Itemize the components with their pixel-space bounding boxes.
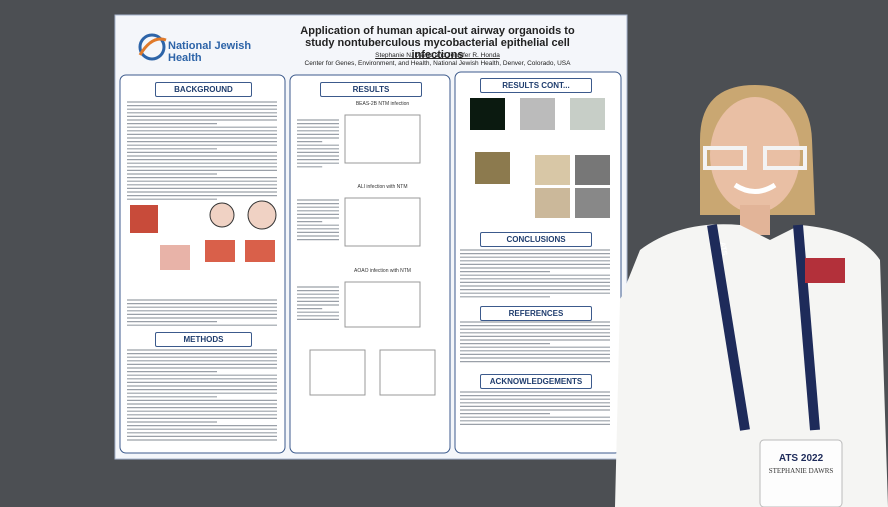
micrograph	[470, 98, 505, 130]
column	[289, 74, 451, 454]
lanyard	[793, 224, 820, 431]
smile	[733, 182, 777, 194]
figure	[205, 240, 235, 262]
section-header: CONCLUSIONS	[480, 232, 592, 247]
badge-name: STEPHANIE DAWRS	[768, 467, 834, 475]
section-header: RESULTS CONT...	[480, 78, 592, 93]
figure	[130, 205, 158, 233]
chart-title: ALI infection with NTM	[357, 184, 408, 190]
micrograph	[475, 152, 510, 184]
figure	[245, 240, 275, 262]
section-header: REFERENCES	[480, 306, 592, 321]
micrograph	[575, 155, 610, 185]
column	[119, 74, 286, 454]
face	[710, 97, 800, 213]
logo-swoosh	[138, 37, 167, 56]
affiliation: Center for Genes, Environment, and Healt…	[304, 60, 571, 67]
section-header: METHODS	[155, 332, 252, 347]
shirt	[615, 224, 888, 507]
glasses	[703, 146, 807, 170]
chart-frame	[344, 281, 421, 328]
figure	[209, 202, 235, 228]
chart-frame	[309, 349, 366, 396]
chart-frame	[344, 114, 421, 164]
body-text	[127, 101, 610, 441]
micrograph	[520, 98, 555, 130]
poster-title: Application of human apical-out airway o…	[300, 25, 575, 62]
pin	[805, 258, 845, 283]
badge	[759, 439, 843, 507]
micrograph	[570, 98, 605, 130]
logo-text: National Jewish Health	[168, 40, 252, 65]
badge-event: ATS 2022	[778, 453, 824, 464]
chart-title: AOAO infection with NTM	[354, 268, 411, 274]
authors: Stephanie N. Dawrs and Jennifer R. Honda	[375, 52, 500, 59]
logo-mark	[138, 33, 166, 61]
chart-frame	[344, 197, 421, 247]
micrograph	[535, 155, 570, 185]
micrograph	[575, 188, 610, 218]
figure	[160, 245, 190, 270]
section-header: ACKNOWLEDGEMENTS	[480, 374, 592, 389]
section-header: BACKGROUND	[155, 82, 252, 97]
figure	[247, 200, 277, 230]
micrograph	[535, 188, 570, 218]
chart-frame	[379, 349, 436, 396]
lanyard	[707, 224, 750, 431]
chart-title: BEAS-2B NTM infection	[355, 101, 410, 107]
person	[615, 85, 888, 507]
figures	[130, 98, 610, 396]
section-header: RESULTS	[320, 82, 422, 97]
